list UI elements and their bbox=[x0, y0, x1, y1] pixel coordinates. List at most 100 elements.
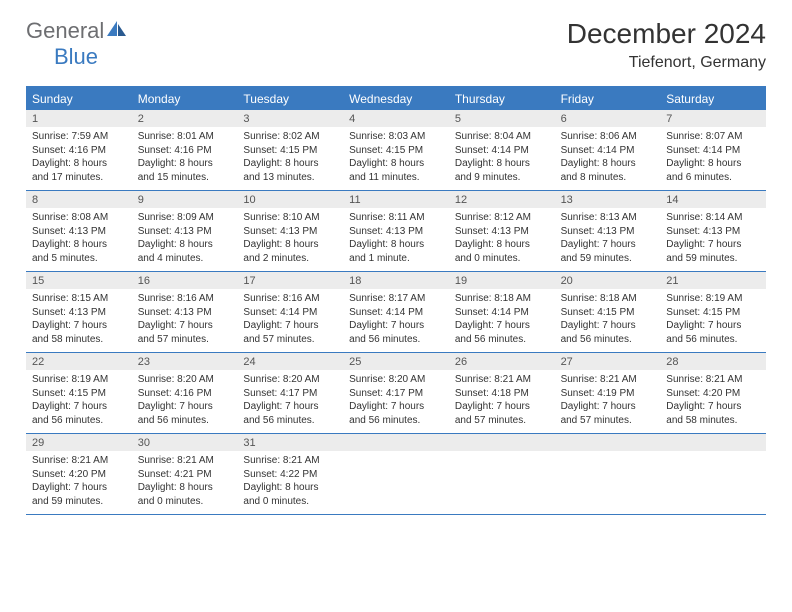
daynum-cell: 15 bbox=[26, 272, 132, 289]
daylight-line: Daylight: 8 hours and 2 minutes. bbox=[243, 238, 337, 265]
sunset-line: Sunset: 4:15 PM bbox=[243, 144, 337, 158]
week-row: 1234567 Sunrise: 7:59 AMSunset: 4:16 PM Da… bbox=[26, 110, 766, 191]
daynum-cell: 20 bbox=[555, 272, 661, 289]
sunrise-line: Sunrise: 8:17 AM bbox=[349, 292, 443, 306]
daynum-cell: 7 bbox=[660, 110, 766, 127]
daynum-band: 891011121314 bbox=[26, 191, 766, 208]
sunrise-line: Sunrise: 8:20 AM bbox=[243, 373, 337, 387]
sunset-line: Sunset: 4:16 PM bbox=[32, 144, 126, 158]
daynum-band: 22232425262728 bbox=[26, 353, 766, 370]
sunrise-line: Sunrise: 8:18 AM bbox=[455, 292, 549, 306]
day-cell: Sunrise: 8:04 AMSunset: 4:14 PMDaylight:… bbox=[449, 127, 555, 190]
daylight-line: Daylight: 7 hours and 57 minutes. bbox=[455, 400, 549, 427]
day-cell: Sunrise: 8:21 AMSunset: 4:20 PMDaylight:… bbox=[660, 370, 766, 433]
day-cell bbox=[660, 451, 766, 514]
sunrise-line: Sunrise: 8:15 AM bbox=[32, 292, 126, 306]
sunset-line: Sunset: 4:14 PM bbox=[349, 306, 443, 320]
sunrise-line: Sunrise: 8:21 AM bbox=[32, 454, 126, 468]
day-cell: Sunrise: 8:17 AMSunset: 4:14 PMDaylight:… bbox=[343, 289, 449, 352]
sunrise-line: Sunrise: 8:06 AM bbox=[561, 130, 655, 144]
logo-sail-icon bbox=[106, 20, 128, 38]
day-cell bbox=[343, 451, 449, 514]
daylight-line: Daylight: 7 hours and 56 minutes. bbox=[32, 400, 126, 427]
daynum-band: 293031 bbox=[26, 434, 766, 451]
day-cell: Sunrise: 8:10 AMSunset: 4:13 PMDaylight:… bbox=[237, 208, 343, 271]
daylight-line: Daylight: 8 hours and 5 minutes. bbox=[32, 238, 126, 265]
page-subtitle: Tiefenort, Germany bbox=[567, 54, 766, 72]
daynum-cell: 26 bbox=[449, 353, 555, 370]
sunset-line: Sunset: 4:20 PM bbox=[666, 387, 760, 401]
daynum-cell: 14 bbox=[660, 191, 766, 208]
day-cell: Sunrise: 8:21 AMSunset: 4:22 PMDaylight:… bbox=[237, 451, 343, 514]
daylight-line: Daylight: 7 hours and 59 minutes. bbox=[32, 481, 126, 508]
daylight-line: Daylight: 8 hours and 13 minutes. bbox=[243, 157, 337, 184]
daynum-cell: 24 bbox=[237, 353, 343, 370]
week-row: 891011121314Sunrise: 8:08 AMSunset: 4:13… bbox=[26, 191, 766, 272]
daylight-line: Daylight: 8 hours and 15 minutes. bbox=[138, 157, 232, 184]
header: General Blue December 2024 Tiefenort, Ge… bbox=[0, 0, 792, 80]
day-body-row: Sunrise: 8:21 AMSunset: 4:20 PMDaylight:… bbox=[26, 451, 766, 514]
day-cell: Sunrise: 8:02 AMSunset: 4:15 PMDaylight:… bbox=[237, 127, 343, 190]
sunrise-line: Sunrise: 8:20 AM bbox=[349, 373, 443, 387]
daylight-line: Daylight: 8 hours and 0 minutes. bbox=[138, 481, 232, 508]
daynum-band: 15161718192021 bbox=[26, 272, 766, 289]
sunrise-line: Sunrise: 8:21 AM bbox=[561, 373, 655, 387]
sunset-line: Sunset: 4:13 PM bbox=[666, 225, 760, 239]
daylight-line: Daylight: 7 hours and 59 minutes. bbox=[561, 238, 655, 265]
sunrise-line: Sunrise: 8:12 AM bbox=[455, 211, 549, 225]
sunrise-line: Sunrise: 8:16 AM bbox=[243, 292, 337, 306]
sunrise-line: Sunrise: 8:21 AM bbox=[138, 454, 232, 468]
daynum-cell: 19 bbox=[449, 272, 555, 289]
sunrise-line: Sunrise: 8:11 AM bbox=[349, 211, 443, 225]
sunrise-line: Sunrise: 8:04 AM bbox=[455, 130, 549, 144]
sunset-line: Sunset: 4:21 PM bbox=[138, 468, 232, 482]
daynum-cell: 5 bbox=[449, 110, 555, 127]
day-cell: Sunrise: 8:01 AMSunset: 4:16 PMDaylight:… bbox=[132, 127, 238, 190]
day-cell: Sunrise: 8:16 AMSunset: 4:14 PMDaylight:… bbox=[237, 289, 343, 352]
daylight-line: Daylight: 7 hours and 56 minutes. bbox=[138, 400, 232, 427]
daylight-line: Daylight: 7 hours and 56 minutes. bbox=[561, 319, 655, 346]
sunset-line: Sunset: 4:13 PM bbox=[455, 225, 549, 239]
daynum-band: 1234567 bbox=[26, 110, 766, 127]
daylight-line: Daylight: 7 hours and 57 minutes. bbox=[138, 319, 232, 346]
daynum-cell: 11 bbox=[343, 191, 449, 208]
sunset-line: Sunset: 4:15 PM bbox=[666, 306, 760, 320]
week-row: 15161718192021 Sunrise: 8:15 AM Sunset: 4:… bbox=[26, 272, 766, 353]
sunset-line: Sunset: 4:22 PM bbox=[243, 468, 337, 482]
dow-cell: Thursday bbox=[449, 88, 555, 110]
sunset-line: Sunset: 4:14 PM bbox=[455, 144, 549, 158]
sunrise-line: Sunrise: 7:59 AM bbox=[32, 130, 126, 144]
daynum-cell bbox=[555, 434, 661, 451]
sunset-line: Sunset: 4:13 PM bbox=[138, 306, 232, 320]
dow-cell: Friday bbox=[555, 88, 661, 110]
daynum-cell: 30 bbox=[132, 434, 238, 451]
daynum-cell: 18 bbox=[343, 272, 449, 289]
daynum-cell bbox=[449, 434, 555, 451]
sunset-line: Sunset: 4:15 PM bbox=[561, 306, 655, 320]
daynum-cell: 6 bbox=[555, 110, 661, 127]
daylight-line: Daylight: 7 hours and 56 minutes. bbox=[455, 319, 549, 346]
daynum-cell: 29 bbox=[26, 434, 132, 451]
day-body-row: Sunrise: 8:08 AMSunset: 4:13 PMDaylight:… bbox=[26, 208, 766, 271]
dow-cell: Monday bbox=[132, 88, 238, 110]
logo-general: General bbox=[26, 18, 104, 43]
logo: General Blue bbox=[26, 18, 128, 70]
sunrise-line: Sunrise: 8:19 AM bbox=[666, 292, 760, 306]
sunset-line: Sunset: 4:13 PM bbox=[138, 225, 232, 239]
sunrise-line: Sunrise: 8:18 AM bbox=[561, 292, 655, 306]
daynum-cell: 13 bbox=[555, 191, 661, 208]
daynum-cell: 21 bbox=[660, 272, 766, 289]
sunset-line: Sunset: 4:17 PM bbox=[349, 387, 443, 401]
sunrise-line: Sunrise: 8:21 AM bbox=[666, 373, 760, 387]
day-body-row: Sunrise: 8:15 AMSunset: 4:13 PMDaylight:… bbox=[26, 289, 766, 352]
daylight-line: Daylight: 7 hours and 56 minutes. bbox=[349, 400, 443, 427]
daylight-line: Daylight: 7 hours and 59 minutes. bbox=[666, 238, 760, 265]
calendar: SundayMondayTuesdayWednesdayThursdayFrid… bbox=[26, 86, 766, 515]
sunset-line: Sunset: 4:13 PM bbox=[243, 225, 337, 239]
daynum-cell: 25 bbox=[343, 353, 449, 370]
sunrise-line: Sunrise: 8:10 AM bbox=[243, 211, 337, 225]
daylight-line: Daylight: 8 hours and 4 minutes. bbox=[138, 238, 232, 265]
day-cell: Sunrise: 8:09 AMSunset: 4:13 PMDaylight:… bbox=[132, 208, 238, 271]
day-cell: Sunrise: 8:08 AMSunset: 4:13 PMDaylight:… bbox=[26, 208, 132, 271]
daynum-cell: 1 bbox=[26, 110, 132, 127]
